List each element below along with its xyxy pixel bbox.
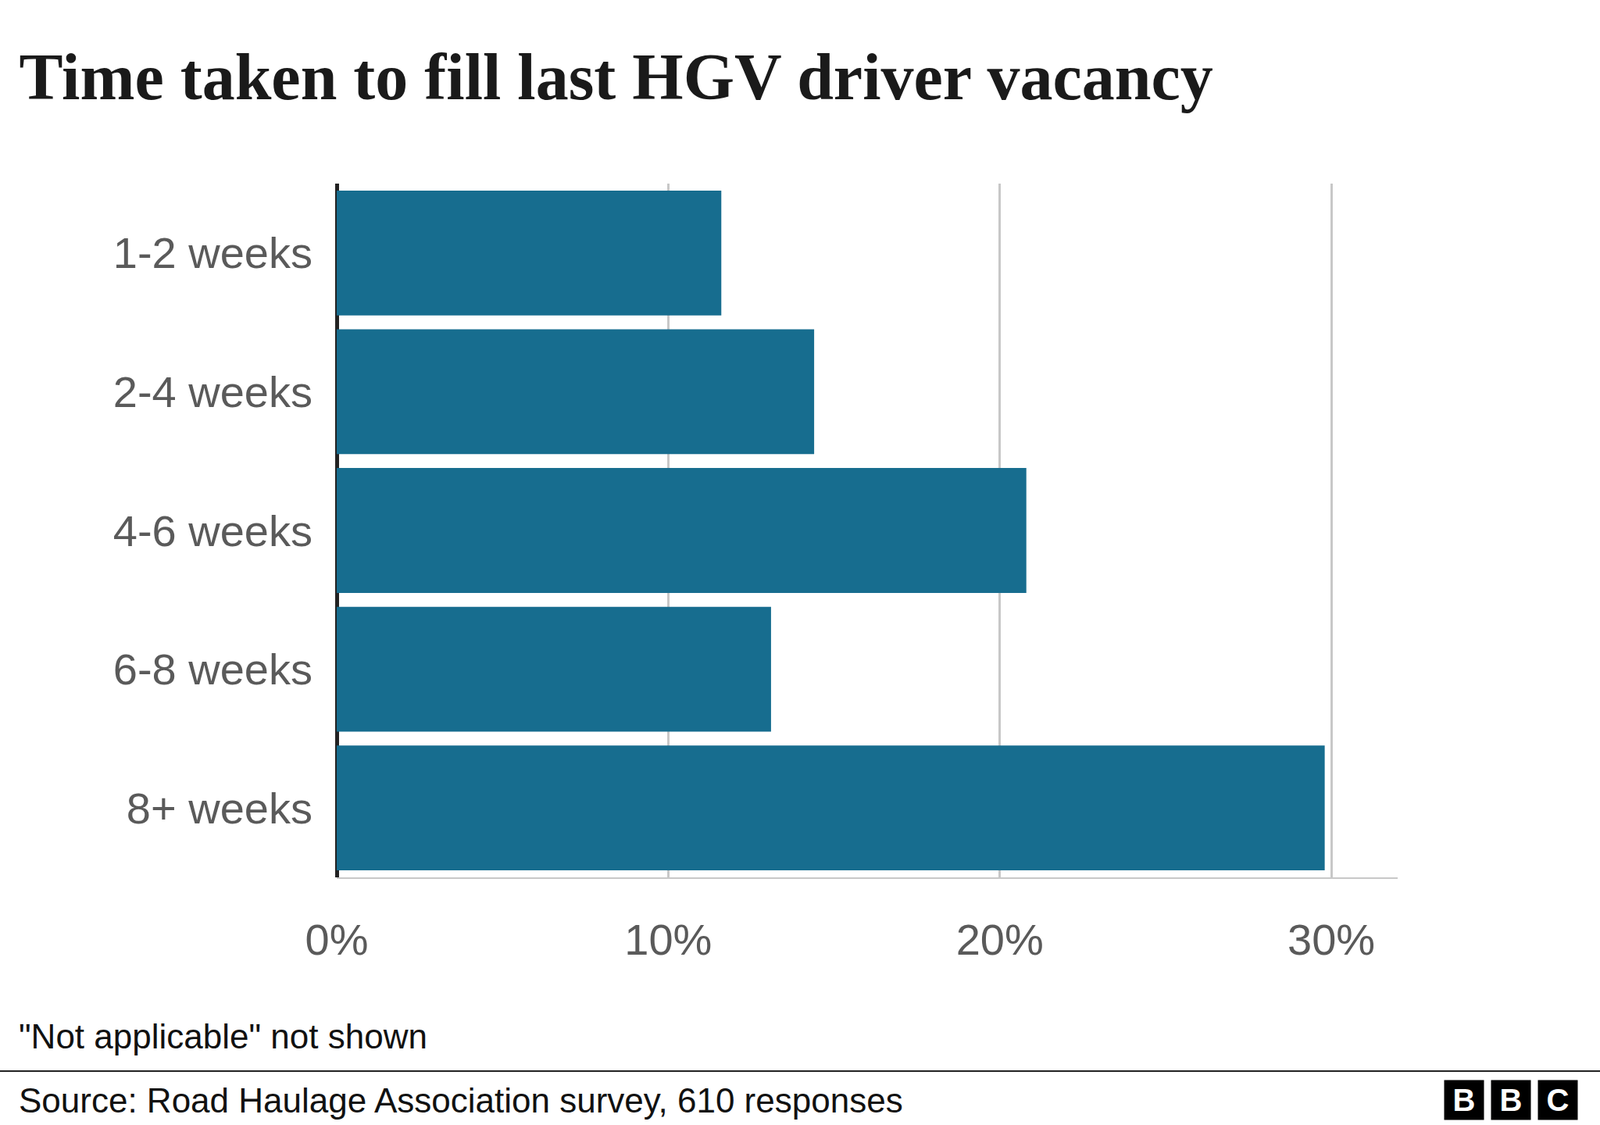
- svg-text:30%: 30%: [1287, 914, 1375, 965]
- svg-text:4-6 weeks: 4-6 weeks: [113, 506, 313, 556]
- svg-text:2-4 weeks: 2-4 weeks: [113, 367, 313, 417]
- svg-text:0%: 0%: [305, 914, 369, 965]
- svg-text:B: B: [1453, 1082, 1476, 1118]
- svg-text:1-2 weeks: 1-2 weeks: [113, 228, 313, 278]
- svg-text:6-8 weeks: 6-8 weeks: [113, 644, 313, 694]
- svg-text:20%: 20%: [956, 914, 1044, 965]
- svg-text:10%: 10%: [624, 914, 712, 965]
- svg-text:8+ weeks: 8+ weeks: [126, 783, 313, 833]
- svg-text:B: B: [1500, 1082, 1523, 1118]
- svg-text:Time taken to fill last HGV dr: Time taken to fill last HGV driver vacan…: [19, 40, 1214, 114]
- svg-text:C: C: [1546, 1082, 1570, 1118]
- svg-text:"Not applicable" not shown: "Not applicable" not shown: [18, 1017, 428, 1056]
- svg-text:Source: Road Haulage Associati: Source: Road Haulage Association survey,…: [18, 1081, 904, 1120]
